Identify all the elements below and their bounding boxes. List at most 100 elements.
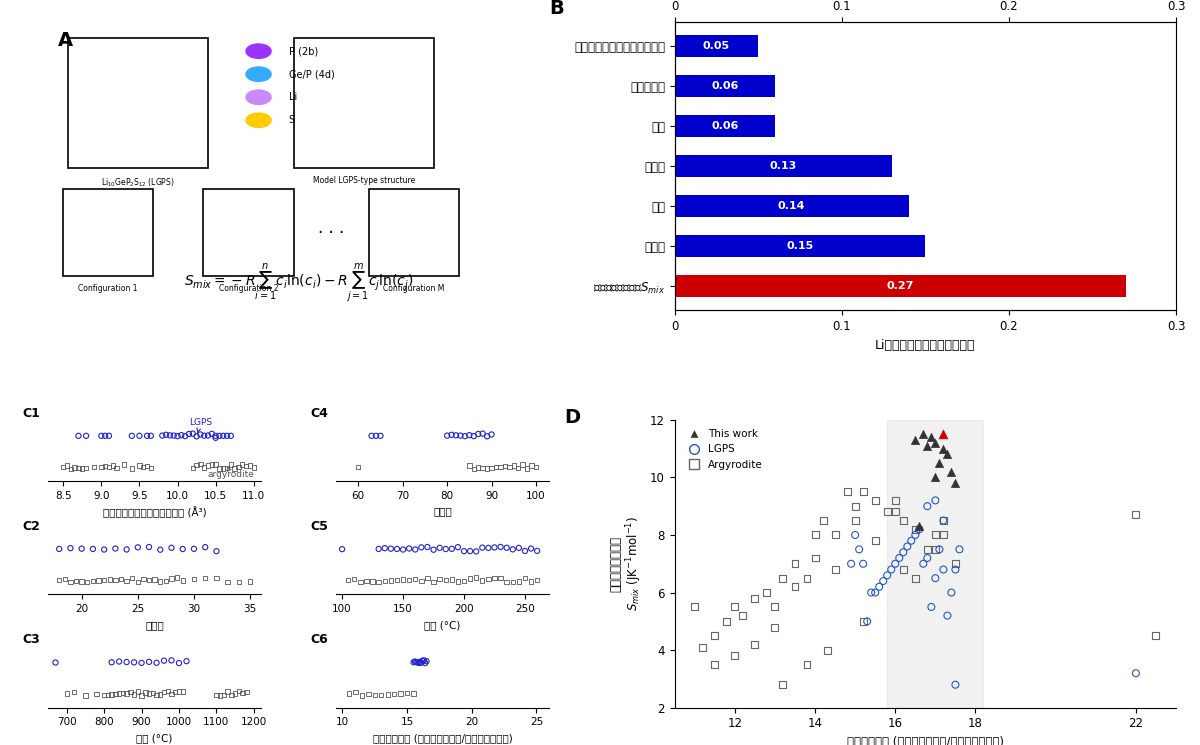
Point [934, 428, 953, 440]
X-axis label: 融点 (°C): 融点 (°C) [425, 620, 461, 630]
LGPS [882, 563, 901, 575]
LGPS [846, 529, 865, 541]
Point [408, 656, 427, 668]
Point [218, 685, 238, 697]
Point [455, 575, 474, 587]
X-axis label: 分極率: 分極率 [433, 507, 452, 516]
This work [922, 431, 941, 443]
Point [133, 461, 152, 473]
Point [191, 428, 210, 440]
Point [467, 545, 486, 557]
Point [522, 542, 541, 554]
Point [382, 542, 401, 554]
Point [406, 544, 425, 556]
Point [473, 542, 492, 554]
Point [394, 574, 413, 586]
Text: C6: C6 [311, 633, 328, 647]
LGPS [862, 586, 881, 598]
Point [100, 430, 119, 442]
Point [388, 543, 407, 555]
Point [522, 460, 541, 472]
Point [89, 574, 108, 586]
Point [77, 462, 96, 474]
Point [91, 430, 110, 442]
Argyrodite [886, 495, 905, 507]
Argyrodite [766, 621, 785, 633]
Text: 0.14: 0.14 [778, 201, 805, 212]
Argyrodite [733, 609, 752, 621]
X-axis label: 結晶構造指標 (総アニオン体積/総カチオン体積): 結晶構造指標 (総アニオン体積/総カチオン体積) [373, 733, 512, 743]
Point [229, 685, 248, 697]
Point [151, 576, 170, 588]
Point [404, 688, 424, 700]
Point [73, 463, 92, 475]
Point [376, 542, 395, 554]
LGPS [918, 500, 937, 512]
Point [378, 688, 397, 700]
Point [473, 428, 492, 440]
Point [68, 430, 88, 442]
Point [168, 430, 187, 442]
Point [173, 543, 192, 555]
Point [162, 688, 181, 700]
Point [102, 656, 121, 668]
Point [384, 688, 403, 700]
Point [145, 574, 164, 586]
Argyrodite [773, 572, 792, 584]
Point [116, 656, 136, 668]
Point [196, 541, 215, 553]
Point [173, 685, 192, 697]
Point [72, 542, 91, 554]
Point [168, 571, 187, 583]
Point [187, 431, 206, 443]
Point [366, 430, 385, 442]
Point [88, 688, 107, 700]
Argyrodite [773, 679, 792, 691]
Text: 0.15: 0.15 [786, 241, 814, 251]
Point [76, 690, 95, 702]
Point [198, 460, 217, 472]
Point [486, 461, 505, 473]
Point [222, 689, 241, 701]
Point [96, 430, 115, 442]
Point [430, 542, 449, 554]
Point [485, 572, 504, 584]
Point [370, 576, 389, 588]
Point [136, 686, 155, 698]
Argyrodite [798, 659, 817, 670]
Point [359, 688, 378, 700]
LGPS [870, 581, 889, 593]
LGPS [874, 575, 893, 587]
Text: Li$_{10}$GeP$_2$S$_{12}$ (LGPS): Li$_{10}$GeP$_2$S$_{12}$ (LGPS) [101, 177, 175, 189]
Point [61, 576, 80, 588]
This work [934, 443, 953, 454]
Text: · · ·: · · · [318, 224, 344, 241]
LGPS [918, 552, 937, 564]
Point [65, 461, 84, 473]
This work [925, 437, 944, 448]
Text: 0.27: 0.27 [887, 282, 914, 291]
Argyrodite [853, 486, 872, 498]
Point [54, 461, 73, 473]
Point [473, 574, 492, 586]
Point [451, 430, 470, 442]
Point [61, 463, 80, 475]
Point [226, 688, 245, 700]
This work [925, 472, 944, 484]
LGPS [930, 543, 949, 555]
Point [338, 574, 358, 586]
Point [146, 657, 166, 669]
Point [233, 687, 252, 699]
Point [362, 430, 382, 442]
Point [122, 430, 142, 442]
Point [240, 575, 259, 587]
Point [130, 460, 149, 472]
Text: C2: C2 [23, 520, 41, 533]
Point [146, 689, 166, 701]
Bar [674, 36, 758, 57]
Argyrodite [785, 558, 804, 570]
Point [469, 461, 488, 473]
Point [467, 571, 486, 583]
Point [388, 574, 407, 586]
Point [214, 463, 233, 475]
